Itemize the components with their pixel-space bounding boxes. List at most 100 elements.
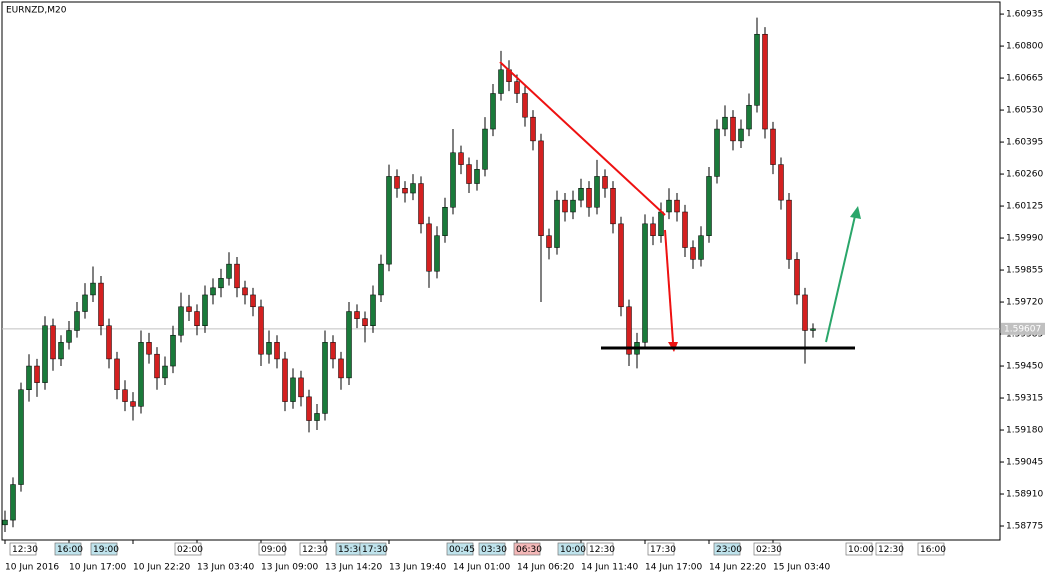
time-marker: 12:30 — [12, 545, 38, 555]
candle-body — [418, 183, 424, 225]
x-tick-label: 13 Jun 19:40 — [389, 563, 446, 573]
y-tick-label: 1.60935 — [1006, 10, 1043, 20]
candle-body — [682, 211, 688, 248]
x-tick-label: 13 Jun 09:00 — [261, 563, 318, 573]
candle-body — [18, 389, 24, 485]
candle-body — [530, 116, 536, 142]
candle-body — [642, 223, 648, 343]
candle-body — [570, 199, 576, 213]
time-marker: 10:00 — [560, 545, 586, 555]
candle-body — [130, 401, 136, 407]
time-marker: 17:30 — [362, 545, 388, 555]
y-tick-label: 1.60665 — [1006, 74, 1043, 84]
candle-body — [362, 318, 368, 326]
candle-body — [114, 358, 120, 390]
x-tick-label: 14 Jun 22:20 — [709, 563, 766, 573]
candle-body — [786, 199, 792, 260]
candle-body — [2, 519, 8, 526]
candle-body — [162, 365, 168, 379]
candle-body — [514, 81, 520, 94]
candle-body — [378, 263, 384, 296]
candle-body — [234, 263, 240, 289]
candle-body — [810, 328, 816, 331]
time-marker: 16:00 — [57, 545, 83, 555]
time-marker-box — [647, 542, 675, 556]
candle-body — [450, 152, 456, 208]
time-marker: 09:00 — [261, 545, 287, 555]
y-tick-label: 1.60530 — [1006, 106, 1043, 116]
candle-body — [290, 377, 296, 402]
y-tick-label: 1.60260 — [1006, 170, 1043, 180]
time-marker: 10:00 — [848, 545, 874, 555]
candle-body — [714, 128, 720, 177]
candle-body — [74, 311, 80, 331]
candle-body — [578, 188, 584, 201]
candle-body — [338, 358, 344, 379]
candle-body — [594, 176, 600, 208]
candle-body — [354, 311, 360, 319]
candle-body — [778, 164, 784, 201]
up-arrow-head — [850, 206, 861, 219]
candle-body — [762, 33, 768, 130]
time-marker-box — [359, 542, 387, 556]
time-marker: 15:30 — [338, 545, 364, 555]
y-tick-label: 1.58910 — [1006, 490, 1043, 500]
candle-body — [538, 140, 544, 236]
candle-body — [546, 235, 552, 248]
candle-body — [226, 263, 232, 279]
time-marker-box — [9, 542, 37, 556]
candle-body — [626, 306, 632, 355]
candle-body — [98, 282, 104, 326]
candle-body — [730, 116, 736, 142]
candle-body — [474, 169, 480, 184]
candle-body — [42, 325, 48, 383]
candle-body — [754, 33, 760, 106]
candle-body — [522, 93, 528, 118]
x-tick-label: 14 Jun 11:40 — [581, 563, 638, 573]
candle-body — [50, 325, 56, 360]
last-price-label: 1.59607 — [1004, 324, 1041, 334]
x-tick-label: 13 Jun 03:40 — [197, 563, 254, 573]
candle-body — [698, 235, 704, 260]
candle-body — [722, 116, 728, 130]
y-tick-label: 1.60125 — [1006, 202, 1043, 212]
candle-body — [482, 128, 488, 170]
candle-body — [458, 152, 464, 165]
candle-body — [194, 311, 200, 326]
candle-body — [602, 176, 608, 189]
time-marker-box — [713, 542, 741, 556]
time-marker-box — [875, 542, 903, 556]
candle-body — [674, 199, 680, 213]
time-marker-box — [586, 542, 614, 556]
candle-body — [282, 358, 288, 402]
time-marker-box — [478, 542, 506, 556]
y-tick-label: 1.59315 — [1006, 394, 1043, 404]
candle-body — [658, 211, 664, 236]
x-tick-label: 10 Jun 22:20 — [133, 563, 190, 573]
candle-body — [178, 306, 184, 336]
candle-body — [82, 294, 88, 312]
candle-body — [106, 325, 112, 360]
time-marker: 00:45 — [449, 545, 475, 555]
candle-body — [138, 342, 144, 407]
candle-body — [306, 396, 312, 421]
candle-body — [274, 342, 280, 360]
candle-body — [218, 278, 224, 289]
candle-body — [154, 353, 160, 379]
y-tick-label: 1.60800 — [1006, 42, 1043, 52]
candle-body — [58, 342, 64, 360]
y-tick-label: 1.59450 — [1006, 362, 1043, 372]
candle-body — [650, 223, 656, 236]
candle-body — [586, 188, 592, 208]
y-tick-label: 1.59855 — [1006, 266, 1043, 276]
time-marker: 16:00 — [920, 545, 946, 555]
time-marker: 17:30 — [650, 545, 676, 555]
candle-body — [466, 164, 472, 184]
x-tick-label: 14 Jun 06:20 — [517, 563, 574, 573]
candle-body — [554, 199, 560, 248]
candle-body — [706, 176, 712, 236]
candle-body — [690, 247, 696, 260]
candle-body — [202, 294, 208, 326]
time-marker-box — [174, 542, 202, 556]
candle-body — [170, 334, 176, 367]
